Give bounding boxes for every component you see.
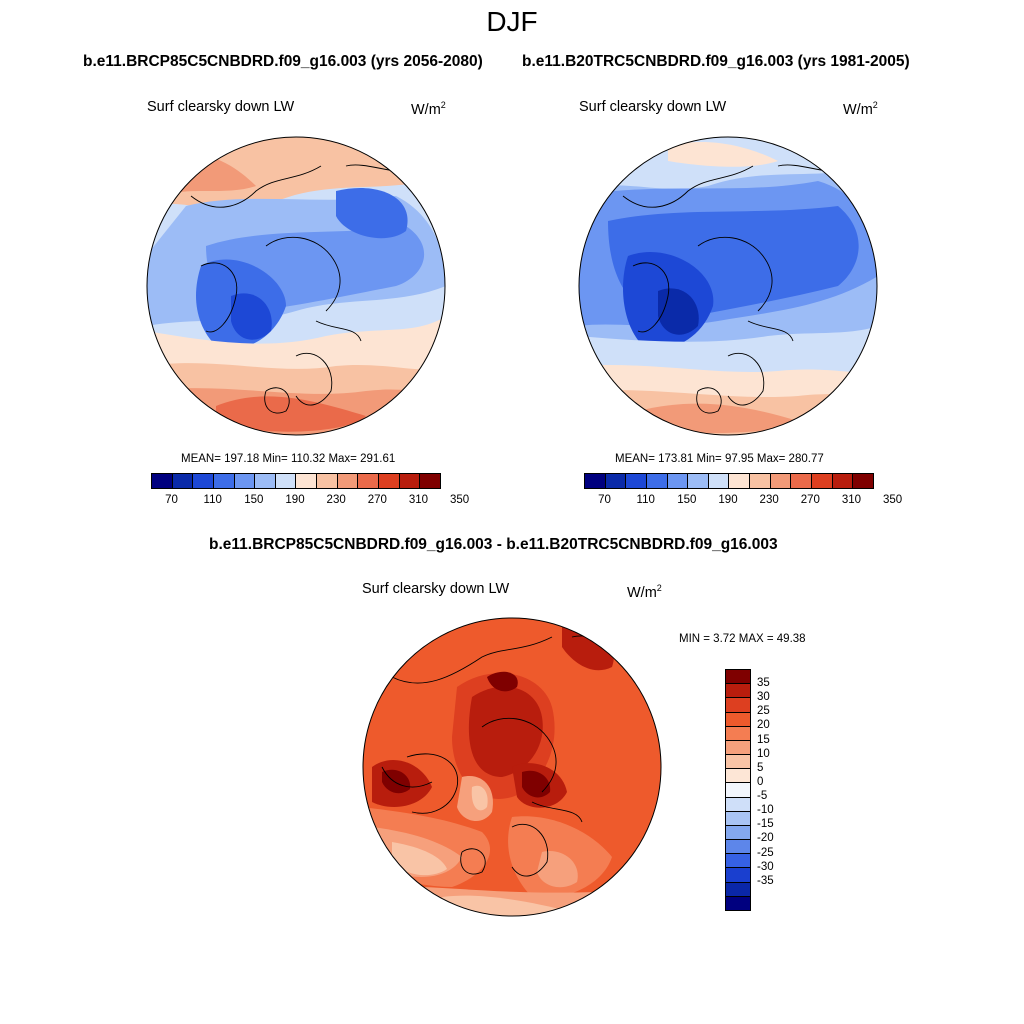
right-colorbar-box [832,474,854,488]
diff-colorbar-box [726,769,750,784]
diff-colorbar-tick-label: 30 [757,691,770,704]
left-colorbar-box [379,474,400,488]
left-colorbar-box [358,474,380,488]
right-colorbar-tick-label: 70 [598,494,611,506]
diff-colorbar-tick-label: -10 [757,804,774,817]
right-colorbar-box [770,474,792,488]
left-colorbar-tick-label: 230 [326,494,346,506]
right-colorbar-box [729,474,751,488]
left-colorbar-tick-label: 150 [244,494,264,506]
left-colorbar-box [193,474,214,488]
diff-colorbar-tick-label: -35 [757,874,774,887]
right-colorbar-tick-label: 270 [800,494,820,506]
right-variable-label: Surf clearsky down LW [579,99,727,115]
left-colorbar-box [399,474,421,488]
diff-colorbar-labels: 35 30 25 20 15 10 5 0 -5 -10 -15 -20 -25 -30 -35 [757,669,797,909]
diff-variable-label: Surf clearsky down LW [362,581,510,597]
left-variable-label: Surf clearsky down LW [147,99,295,115]
right-colorbar-tick-label: 310 [841,494,862,506]
left-colorbar-tick-label: 270 [367,494,387,506]
season-title: DJF [486,6,538,37]
diff-colorbar-tick-label: -5 [757,790,768,803]
diff-colorbar-tick-label: -20 [757,832,774,845]
diff-units-label: W/m2 [627,583,662,601]
right-colorbar-labels: 70 110 150 190 230 270 310 350 [584,494,902,508]
right-colorbar-tick-label: 350 [882,494,903,506]
right-colorbar-box [708,474,730,488]
left-colorbar [151,473,441,489]
diff-colorbar-tick-label: 25 [757,705,770,718]
right-colorbar-box [750,474,771,488]
diff-colorbar-tick-label: 10 [757,747,770,760]
right-case-title: b.e11.B20TRC5CNBDRD.f09_g16.003 (yrs 198… [522,53,910,70]
left-colorbar-tick-label: 110 [203,494,222,506]
right-colorbar-box [646,474,668,488]
right-colorbar-box [853,474,873,488]
diff-case-title: b.e11.BRCP85C5CNBDRD.f09_g16.003 - b.e11… [209,536,778,553]
diff-stats: MIN = 3.72 MAX = 49.38 [679,633,806,645]
right-units-label: W/m2 [843,100,878,118]
left-colorbar-box [275,474,297,488]
right-colorbar [584,473,874,489]
left-colorbar-tick-label: 350 [449,494,470,506]
right-polar-map [578,136,878,436]
left-units-label: W/m2 [411,100,446,118]
right-colorbar-tick-label: 110 [636,494,655,506]
diff-colorbar-tick-label: 5 [757,761,764,774]
diff-colorbar-box [726,840,750,855]
left-colorbar-box [337,474,359,488]
diff-colorbar-box [726,670,750,685]
left-colorbar-tick-label: 190 [285,494,305,506]
diff-colorbar-box [726,726,750,741]
left-colorbar-box [172,474,194,488]
left-case-title: b.e11.BRCP85C5CNBDRD.f09_g16.003 (yrs 20… [83,53,483,70]
diff-colorbar-box [726,684,750,699]
right-colorbar-tick-label: 190 [718,494,738,506]
right-colorbar-box [791,474,813,488]
left-colorbar-box [213,474,235,488]
diff-colorbar-box [726,712,750,727]
diff-colorbar-box [726,755,750,770]
diff-colorbar-tick-label: 0 [757,775,764,788]
diff-colorbar-box [726,854,750,869]
left-colorbar-labels: 70 110 150 190 230 270 310 350 [151,494,469,508]
right-stats: MEAN= 173.81 Min= 97.95 Max= 280.77 [615,453,824,465]
diff-colorbar-tick-label: 20 [757,719,770,732]
right-colorbar-tick-label: 230 [759,494,779,506]
left-colorbar-box [255,474,276,488]
diff-colorbar-tick-label: 35 [757,677,770,690]
right-colorbar-box [585,474,606,488]
diff-colorbar-box [726,783,750,798]
diff-colorbar-tick-label: -30 [757,860,774,873]
diff-polar-map [362,617,662,917]
diff-colorbar-box [726,882,750,897]
diff-colorbar-box [726,740,750,756]
left-colorbar-tick-label: 310 [408,494,429,506]
left-colorbar-box [152,474,173,488]
diff-colorbar-tick-label: -25 [757,846,774,859]
diff-colorbar-box [726,698,750,713]
left-stats: MEAN= 197.18 Min= 110.32 Max= 291.61 [181,453,396,465]
left-colorbar-box [317,474,338,488]
right-colorbar-box [812,474,833,488]
diff-colorbar-tick-label: 15 [757,733,770,746]
right-colorbar-box [688,474,709,488]
right-colorbar-box [667,474,689,488]
right-colorbar-box [605,474,627,488]
diff-colorbar-box [726,811,750,826]
right-colorbar-box [626,474,647,488]
diff-colorbar-box [726,825,750,841]
left-colorbar-box [296,474,318,488]
diff-colorbar-box [726,896,750,910]
left-colorbar-box [234,474,256,488]
diff-colorbar-box [726,868,750,883]
diff-colorbar [725,669,751,911]
diff-colorbar-box [726,797,750,812]
left-polar-map [146,136,446,436]
right-colorbar-tick-label: 150 [677,494,697,506]
left-colorbar-box [420,474,440,488]
left-colorbar-tick-label: 70 [165,494,178,506]
diff-colorbar-tick-label: -15 [757,818,774,831]
